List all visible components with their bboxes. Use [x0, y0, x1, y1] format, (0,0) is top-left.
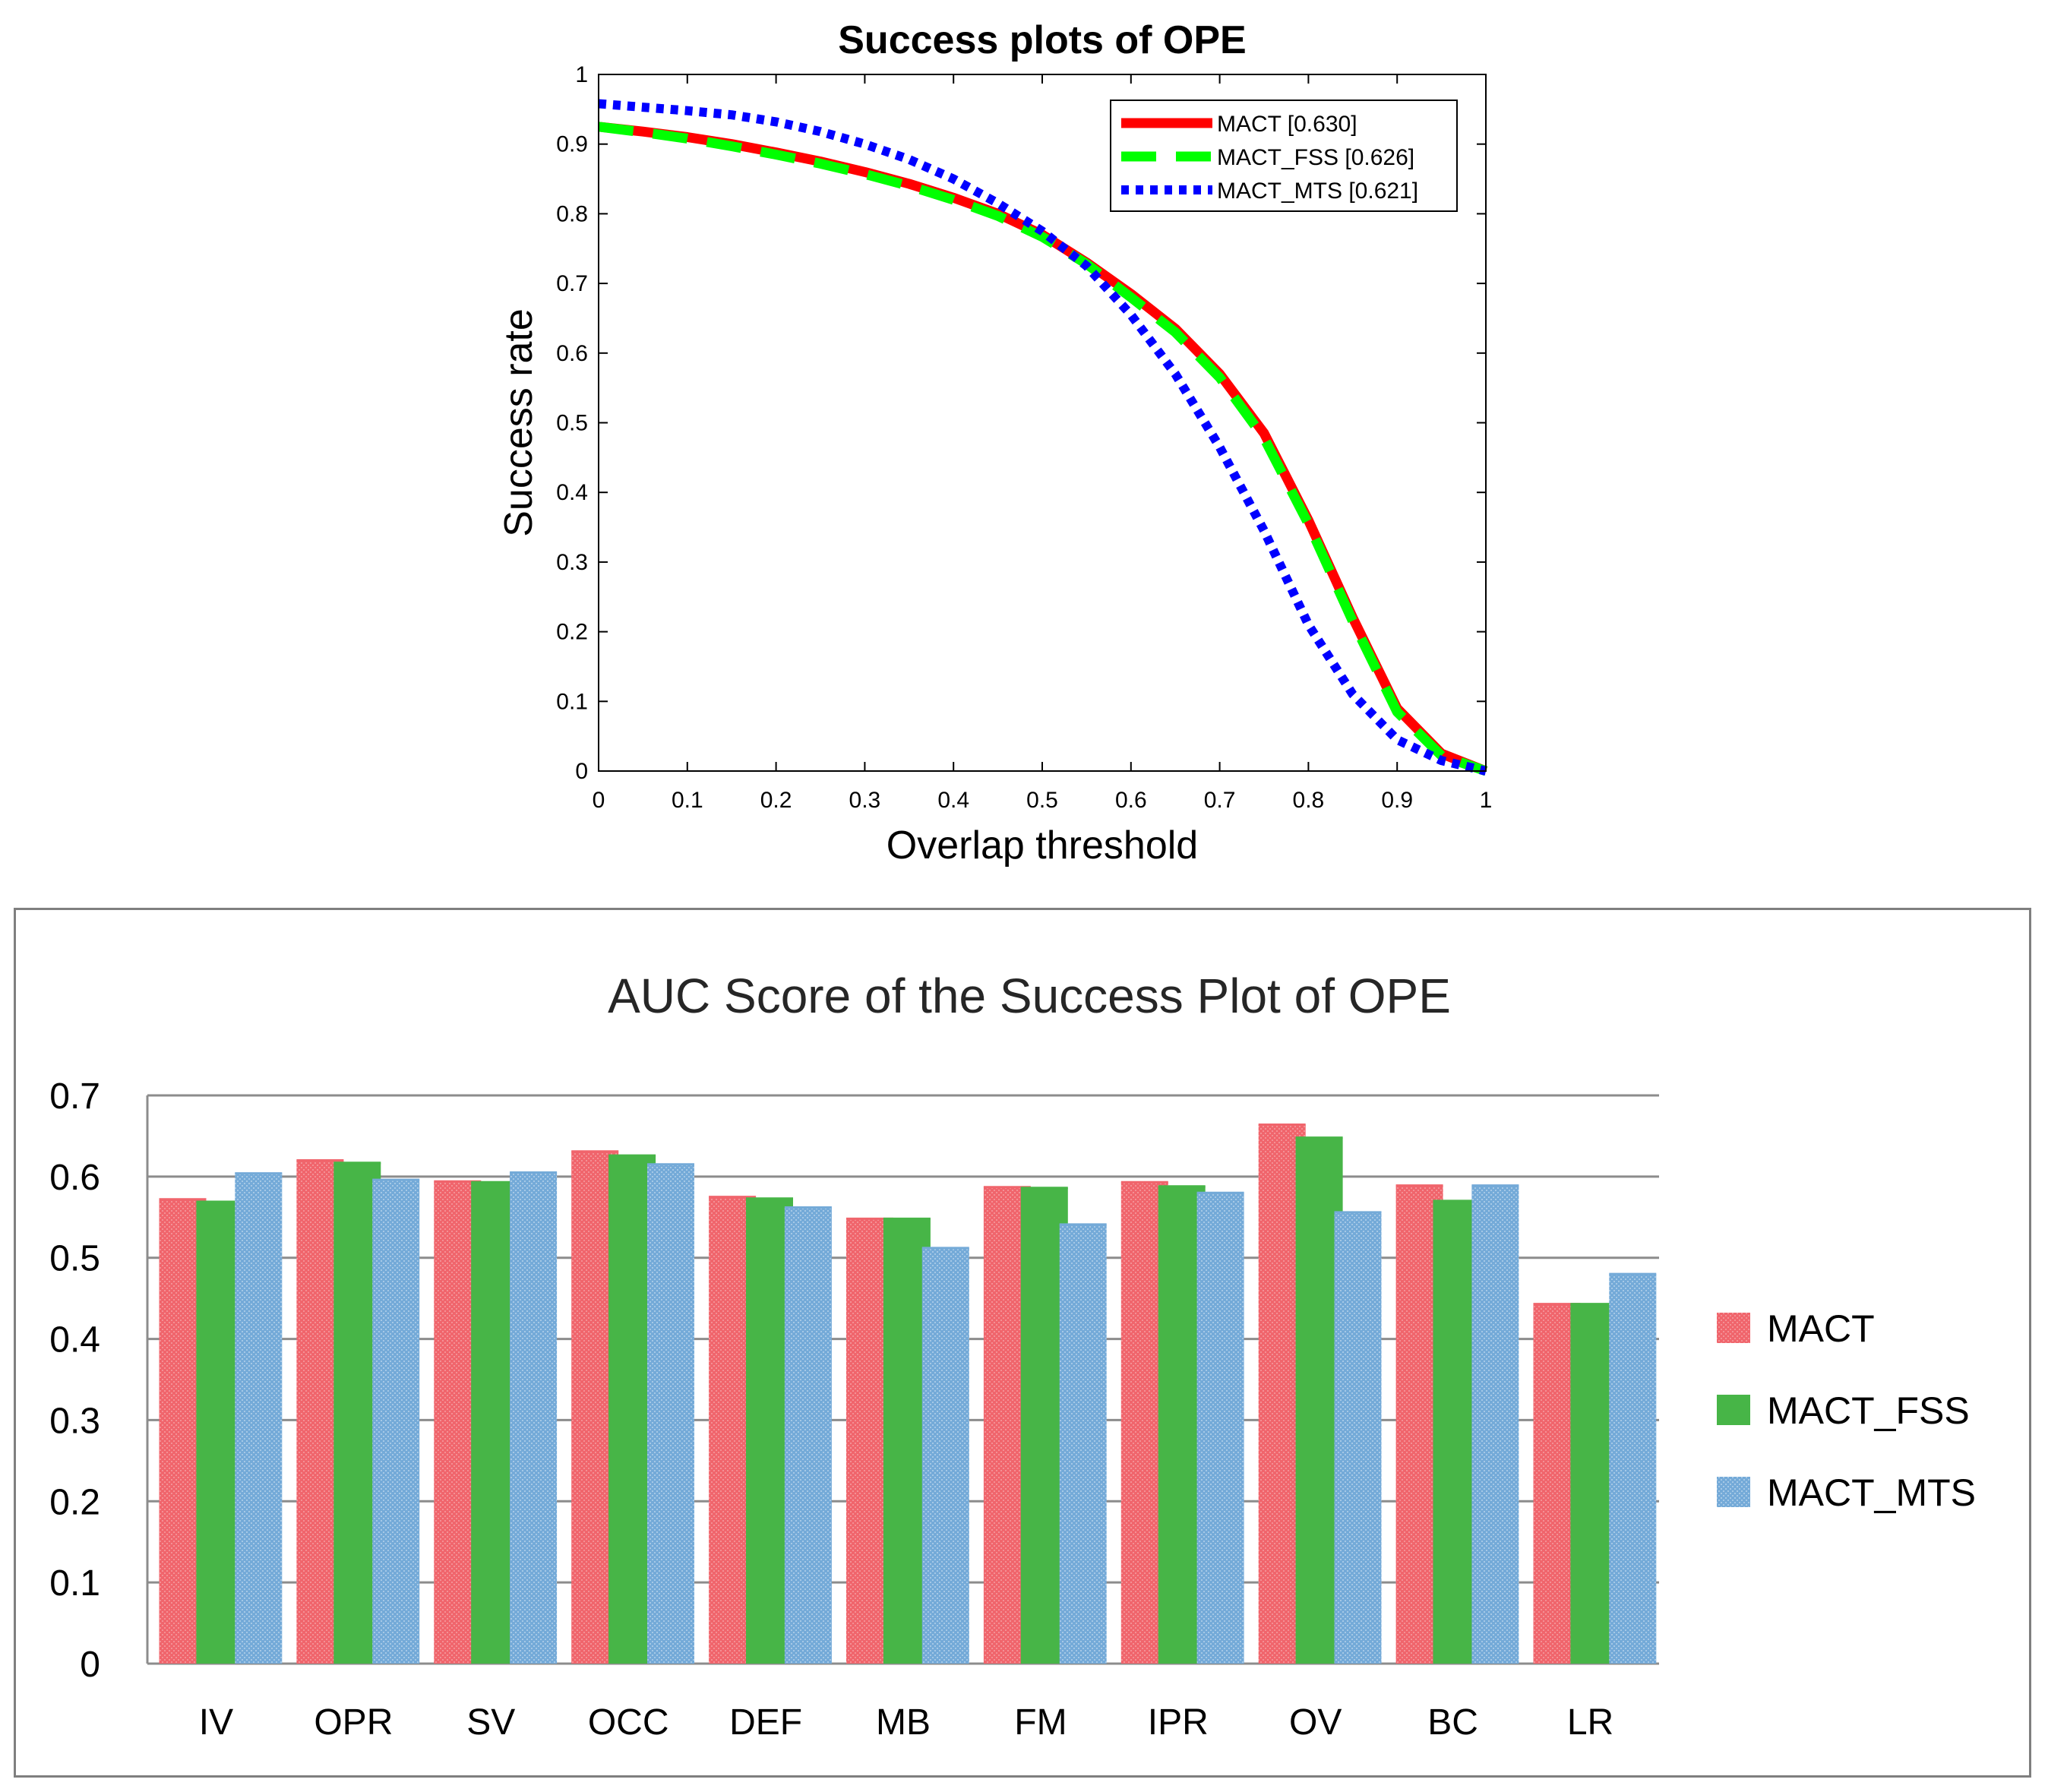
bar-mact-mts-opr	[372, 1180, 420, 1664]
x-tick-label: 0.7	[1204, 788, 1236, 813]
x-tick-label: 0.3	[849, 788, 881, 813]
bar-mact-mts-fm	[1059, 1224, 1107, 1664]
legend-swatch-mact	[1717, 1313, 1750, 1343]
series-line-mact-mts	[598, 99, 1487, 776]
legend-label: MACT_FSS [0.626]	[1217, 145, 1414, 170]
x-tick-label-ipr: IPR	[1148, 1702, 1209, 1743]
bar-mact-mts-iv	[235, 1173, 283, 1664]
y-tick-label: 0.8	[556, 201, 588, 226]
y-tick-label: 0.9	[556, 132, 588, 157]
x-tick-label-ov: OV	[1289, 1702, 1342, 1743]
x-tick-label: 0.6	[1115, 788, 1147, 813]
series-line-mact-fss	[598, 122, 1488, 776]
y-tick-label: 1	[575, 62, 588, 87]
legend-label: MACT [0.630]	[1217, 112, 1357, 137]
bar-chart-title: AUC Score of the Success Plot of OPE	[608, 969, 1451, 1023]
bar-mact-mts-mb	[921, 1247, 969, 1664]
y-tick-label: 0.1	[49, 1563, 100, 1604]
x-tick-label-bc: BC	[1427, 1702, 1478, 1743]
bar-mact-mts-lr	[1609, 1274, 1657, 1664]
y-tick-label: 0.3	[556, 550, 588, 575]
x-tick-label: 0.1	[672, 788, 703, 813]
x-axis-label: Overlap threshold	[887, 823, 1198, 868]
bar-mact-mts-ov	[1334, 1212, 1382, 1664]
bar-mact-mts-sv	[510, 1172, 558, 1664]
x-tick-label-def: DEF	[729, 1702, 802, 1743]
y-tick-label: 0.2	[49, 1482, 100, 1522]
x-tick-label: 1	[1480, 788, 1493, 813]
bar-mact-mts-ipr	[1196, 1193, 1244, 1664]
x-tick-label-mb: MB	[876, 1702, 931, 1743]
legend-label: MACT_MTS [0.621]	[1217, 179, 1418, 204]
legend-swatch-mact-mts	[1717, 1477, 1750, 1507]
y-axis-label: Success rate	[497, 308, 541, 537]
y-tick-label: 0	[575, 759, 588, 784]
x-tick-label: 0.9	[1381, 788, 1413, 813]
y-tick-label: 0.7	[556, 271, 588, 296]
y-tick-label: 0.3	[49, 1401, 100, 1441]
x-tick-label: 0.8	[1293, 788, 1325, 813]
y-tick-label: 0.7	[49, 1076, 100, 1117]
x-tick-label: 0.2	[760, 788, 792, 813]
x-tick-label-occ: OCC	[588, 1702, 669, 1743]
bar-mact-mts-occ	[647, 1164, 694, 1664]
x-tick-label: 0.4	[937, 788, 969, 813]
legend-label-mact: MACT	[1767, 1307, 1875, 1350]
x-tick-label-lr: LR	[1567, 1702, 1613, 1743]
x-tick-label: 0	[593, 788, 605, 813]
chart-title: Success plots of OPE	[838, 18, 1247, 62]
legend-label-mact-fss: MACT_FSS	[1767, 1389, 1970, 1432]
y-tick-label: 0.4	[49, 1320, 100, 1361]
y-tick-label: 0.4	[556, 480, 588, 505]
y-tick-label: 0.2	[556, 620, 588, 645]
x-tick-label-sv: SV	[466, 1702, 515, 1743]
y-tick-label: 0	[80, 1645, 100, 1685]
y-tick-label: 0.1	[556, 689, 588, 714]
legend-label-mact-mts: MACT_MTS	[1767, 1471, 1976, 1514]
x-tick-label-fm: FM	[1014, 1702, 1067, 1743]
y-tick-label: 0.5	[556, 411, 588, 436]
x-tick-label-iv: IV	[199, 1702, 233, 1743]
x-tick-label: 0.5	[1026, 788, 1058, 813]
bar-mact-mts-def	[784, 1207, 832, 1664]
y-tick-label: 0.5	[49, 1239, 100, 1279]
success-plot-chart: 0 0.1 0.2 0.3 0.4 0.5 0.6 0.7 0.8 0.9 1 0 0.1 0.2 0.3 0…	[497, 18, 1493, 868]
legend-swatch-mact-fss	[1717, 1395, 1750, 1425]
bar-mact-mts-bc	[1471, 1185, 1519, 1664]
bar-chart-frame	[14, 908, 2031, 1778]
x-tick-label-opr: OPR	[314, 1702, 393, 1743]
y-tick-label: 0.6	[556, 341, 588, 366]
y-tick-label: 0.6	[49, 1158, 100, 1198]
